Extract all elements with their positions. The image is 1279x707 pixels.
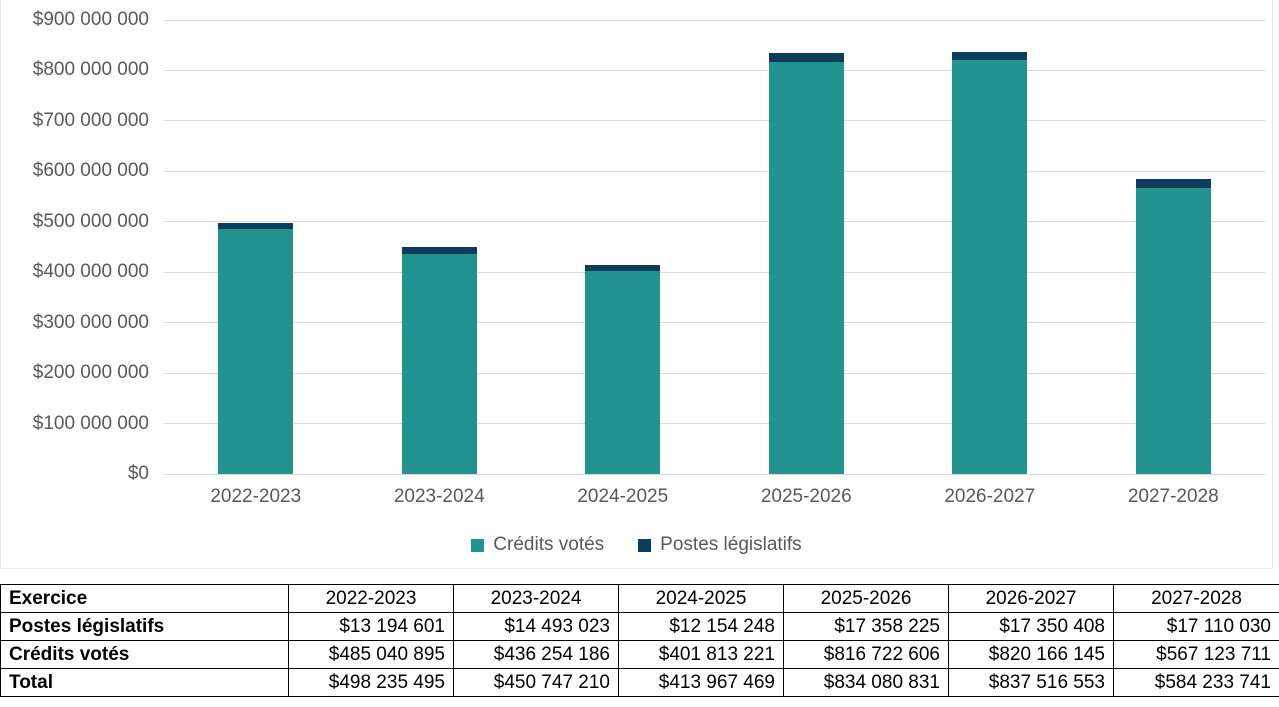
- table-cell: $816 722 606: [783, 640, 949, 669]
- plot-area: [164, 19, 1265, 475]
- table-row: Total $498 235 495 $450 747 210 $413 967 46…: [0, 668, 1279, 697]
- table-cell: $17 358 225: [783, 612, 949, 641]
- bar-segment-credits-votes: [585, 271, 661, 474]
- table-row-label: Postes législatifs: [0, 612, 289, 641]
- table-cell: $584 233 741: [1113, 668, 1279, 697]
- table-cell: $567 123 711: [1113, 640, 1279, 669]
- gridline: [164, 372, 1265, 374]
- legend-item: Crédits votés: [471, 534, 604, 556]
- bar-segment-postes-legislatifs: [1135, 179, 1211, 188]
- gridline: [164, 221, 1265, 223]
- bar-segment-postes-legislatifs: [768, 53, 844, 63]
- table-row: Crédits votés $485 040 895 $436 254 186 $40…: [0, 640, 1279, 669]
- bar-segment-credits-votes: [401, 253, 477, 474]
- table-column-header: 2023-2024: [453, 584, 619, 613]
- table-column-header: 2027-2028: [1113, 584, 1279, 613]
- table-cell: $820 166 145: [948, 640, 1114, 669]
- y-axis-tick-label: $300 000 000: [32, 311, 149, 333]
- x-axis-category-label: 2022-2023: [210, 486, 302, 507]
- table-row-label: Crédits votés: [0, 640, 289, 669]
- table-cell: $17 350 408: [948, 612, 1114, 641]
- table-header-row: Exercice 2022-2023 2023-2024 2024-2025 2025-…: [0, 584, 1279, 613]
- table-cell: $450 747 210: [453, 668, 619, 697]
- legend-marker-icon: [638, 538, 652, 552]
- bar-segment-postes-legislatifs: [401, 246, 477, 254]
- x-axis-category-label: 2026-2027: [944, 486, 1036, 507]
- bar-segment-postes-legislatifs: [218, 222, 294, 230]
- y-axis-tick-label: $800 000 000: [32, 59, 149, 81]
- legend-marker-icon: [471, 538, 485, 552]
- table-cell: $14 493 023: [453, 612, 619, 641]
- table-cell: $498 235 495: [288, 668, 454, 697]
- y-axis-tick-label: $900 000 000: [32, 9, 149, 30]
- y-axis-tick-label: $100 000 000: [32, 412, 149, 434]
- legend-label: Crédits votés: [493, 534, 605, 555]
- table-corner-label: Exercice: [0, 584, 289, 613]
- y-axis-tick-label: $400 000 000: [32, 261, 149, 283]
- y-axis-tick-label: $700 000 000: [32, 109, 149, 131]
- table-row-label: Total: [0, 668, 289, 697]
- gridline: [164, 69, 1265, 71]
- x-axis-category-label: 2027-2028: [1127, 486, 1219, 507]
- y-axis-tick-label: $200 000 000: [32, 362, 149, 384]
- data-table: Exercice 2022-2023 2023-2024 2024-2025 2025-…: [0, 584, 1279, 697]
- gridline: [164, 170, 1265, 172]
- table-cell: $12 154 248: [618, 612, 784, 641]
- table-cell: $17 110 030: [1113, 612, 1279, 641]
- table-cell: $834 080 831: [783, 668, 949, 697]
- table-column-header: 2024-2025: [618, 584, 784, 613]
- stacked-bar-chart: $0 $100 000 000 $200 000 000 $300 000 000 $4…: [0, 0, 1273, 569]
- gridline: [164, 473, 1265, 475]
- x-axis-category-label: 2024-2025: [577, 486, 669, 507]
- x-axis-category-label: 2025-2026: [760, 486, 852, 507]
- gridline: [164, 322, 1265, 324]
- legend-item: Postes législatifs: [638, 534, 802, 556]
- table-column-header: 2026-2027: [948, 584, 1114, 613]
- gridline: [164, 423, 1265, 425]
- legend-label: Postes législatifs: [660, 534, 802, 555]
- table-cell: $413 967 469: [618, 668, 784, 697]
- table-cell: $837 516 553: [948, 668, 1114, 697]
- y-axis-tick-label: $500 000 000: [32, 210, 149, 232]
- table-column-header: 2025-2026: [783, 584, 949, 613]
- bar-segment-postes-legislatifs: [952, 51, 1028, 61]
- y-axis-tick-label: $0: [127, 463, 149, 484]
- bar-segment-credits-votes: [218, 229, 294, 474]
- y-axis-tick-label: $600 000 000: [32, 160, 149, 182]
- table-cell: $401 813 221: [618, 640, 784, 669]
- gridline: [164, 271, 1265, 273]
- table-column-header: 2022-2023: [288, 584, 454, 613]
- table-cell: $436 254 186: [453, 640, 619, 669]
- gridline: [164, 19, 1265, 21]
- table-cell: $485 040 895: [288, 640, 454, 669]
- table-cell: $13 194 601: [288, 612, 454, 641]
- bar-segment-credits-votes: [952, 60, 1028, 474]
- table-row: Postes législatifs $13 194 601 $14 493 023…: [0, 612, 1279, 641]
- chart-legend: Crédits votés Postes législatifs: [1, 534, 1272, 556]
- bar-segment-credits-votes: [768, 62, 844, 474]
- bar-segment-credits-votes: [1135, 187, 1211, 474]
- bar-segment-postes-legislatifs: [585, 265, 661, 272]
- gridline: [164, 120, 1265, 122]
- x-axis-category-label: 2023-2024: [393, 486, 485, 507]
